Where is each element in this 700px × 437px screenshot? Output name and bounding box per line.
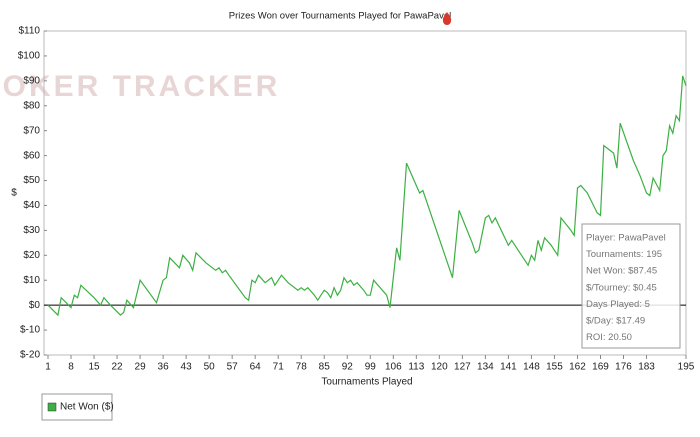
x-axis-label: Tournaments Played: [321, 377, 412, 388]
x-tick-label: 141: [500, 362, 517, 373]
title-icon: [442, 12, 452, 25]
legend-label: Net Won ($): [60, 402, 114, 413]
x-tick-label: 85: [319, 362, 331, 373]
x-tick-label: 71: [273, 362, 285, 373]
x-tick-label: 155: [546, 362, 563, 373]
x-tick-label: 22: [111, 362, 123, 373]
y-tick-label: $100: [18, 51, 41, 62]
y-tick-label: $10: [23, 275, 40, 286]
x-tick-label: 92: [342, 362, 354, 373]
x-tick-label: 57: [227, 362, 239, 373]
y-tick-label: $90: [23, 75, 40, 86]
chart-title: Prizes Won over Tournaments Played for P…: [229, 11, 451, 22]
x-tick-label: 1: [45, 362, 51, 373]
x-tick-label: 176: [615, 362, 632, 373]
x-tick-label: 162: [569, 362, 586, 373]
x-tick-label: 148: [523, 362, 540, 373]
x-tick-label: 113: [408, 362, 424, 373]
y-tick-label: $-20: [20, 350, 40, 361]
y-tick-label: $40: [23, 200, 40, 211]
watermark: POKER TRACKER: [0, 70, 280, 103]
x-tick-label: 43: [181, 362, 193, 373]
x-tick-label: 120: [431, 362, 448, 373]
y-tick-label: $20: [23, 250, 40, 261]
x-tick-label: 15: [88, 362, 100, 373]
y-tick-label: $80: [23, 100, 40, 111]
info-text: Tournaments: 195: [586, 249, 662, 260]
x-tick-label: 8: [68, 362, 74, 373]
info-text: ROI: 20.50: [586, 332, 632, 343]
x-tick-label: 195: [678, 362, 695, 373]
info-text: $/Day: $17.49: [586, 316, 645, 327]
y-tick-label: $30: [23, 225, 40, 236]
x-tick-label: 50: [204, 362, 216, 373]
y-tick-label: $50: [23, 175, 40, 186]
y-tick-label: $0: [29, 300, 41, 311]
y-tick-label: $-10: [20, 325, 40, 336]
info-text: Net Won: $87.45: [586, 266, 657, 277]
info-box: [581, 223, 681, 349]
x-tick-label: 183: [638, 362, 655, 373]
x-tick-label: 36: [158, 362, 170, 373]
info-text: Player: PawaPavel: [586, 233, 666, 244]
x-tick-label: 29: [135, 362, 147, 373]
x-tick-label: 78: [296, 362, 308, 373]
x-tick-label: 99: [365, 362, 377, 373]
x-tick-label: 134: [477, 362, 494, 373]
y-tick-label: $110: [18, 26, 40, 37]
x-tick-label: 106: [385, 362, 402, 373]
legend-swatch: [47, 402, 57, 412]
x-tick-label: 169: [592, 362, 609, 373]
info-text: Days Played: 5: [586, 299, 650, 310]
y-tick-label: $70: [23, 125, 40, 136]
series-line: [47, 75, 687, 317]
y-tick-label: $60: [23, 150, 40, 161]
info-text: $/Tourney: $0.45: [586, 282, 657, 293]
x-tick-label: 127: [454, 362, 471, 373]
x-tick-label: 64: [250, 362, 262, 373]
y-axis-label: $: [11, 188, 17, 199]
plot-frame: [43, 30, 687, 356]
